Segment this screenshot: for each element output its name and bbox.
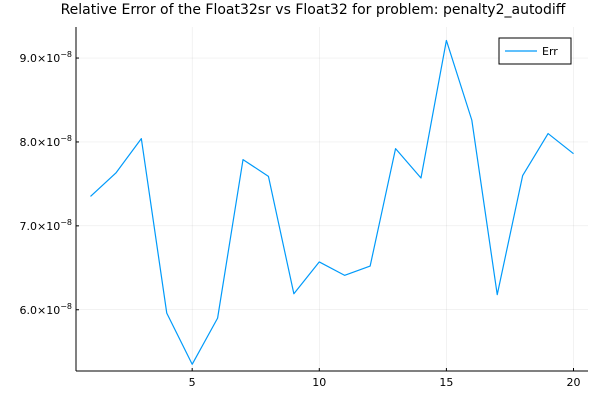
- tick-labels: 5 10 15 20 6.0×10−8 7.0×10−8 8.0×10−8 9.0×10−8: [19, 50, 580, 389]
- grid-lines: [76, 27, 588, 371]
- series-lines: [90, 39, 574, 365]
- x-tick-label: 15: [439, 376, 453, 389]
- legend: Err: [498, 37, 572, 65]
- y-tick-label: 9.0×10−8: [19, 50, 72, 65]
- legend-label: Err: [542, 45, 558, 58]
- chart-title: Relative Error of the Float32sr vs Float…: [61, 2, 566, 18]
- y-tick-label: 8.0×10−8: [19, 134, 72, 149]
- x-tick-label: 10: [312, 376, 326, 389]
- y-tick-label: 7.0×10−8: [19, 218, 72, 233]
- series-line: [90, 39, 574, 365]
- y-tick-label: 6.0×10−8: [19, 302, 72, 317]
- x-tick-label: 5: [189, 376, 196, 389]
- x-tick-label: 20: [567, 376, 581, 389]
- axes: [75, 27, 588, 372]
